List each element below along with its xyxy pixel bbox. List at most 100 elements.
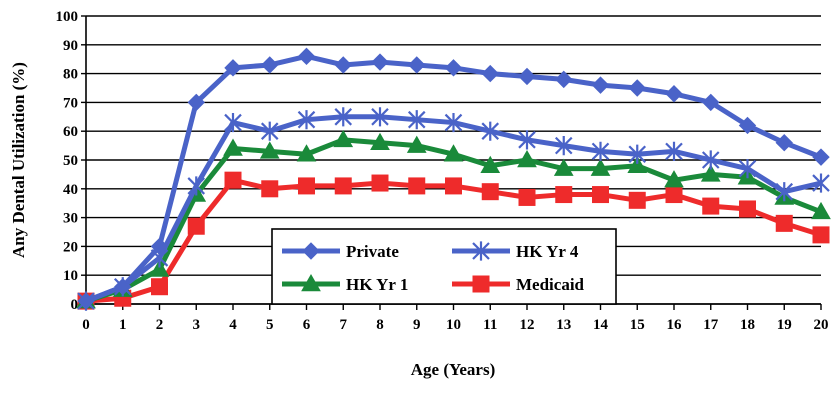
x-tick-label-4: 4 [229, 317, 237, 333]
legend-item-hk-yr-1: HK Yr 1 [282, 273, 408, 294]
point-private-3 [187, 93, 205, 112]
x-tick-label-15: 15 [630, 317, 645, 333]
y-tick-label-10: 10 [63, 268, 78, 284]
x-tick-label-7: 7 [340, 317, 348, 333]
point-hk-yr-1-14 [590, 158, 611, 176]
point-private-5 [261, 56, 279, 74]
point-private-2 [150, 237, 169, 256]
y-tick-label-60: 60 [63, 124, 78, 140]
x-tick-label-11: 11 [483, 317, 497, 333]
y-tick-label-100: 100 [56, 9, 79, 25]
point-private-0 [77, 292, 95, 310]
y-axis-title: Any Dental Utilization (%) [9, 62, 28, 258]
point-hk-yr-1-7 [333, 129, 354, 148]
x-tick-label-19: 19 [777, 317, 792, 333]
point-medicaid-2 [151, 278, 168, 296]
y-tick-label-80: 80 [63, 67, 78, 83]
point-hk-yr-4-4 [224, 112, 242, 133]
point-hk-yr-4-20 [812, 173, 830, 193]
series-lines [76, 47, 831, 311]
point-private-16 [665, 85, 683, 103]
y-tick-label-40: 40 [63, 182, 78, 198]
legend-item-hk-yr-4: HK Yr 4 [452, 241, 579, 261]
point-private-14 [591, 76, 610, 94]
legend-marker-medicaid [472, 275, 490, 293]
point-hk-yr-1-16 [664, 170, 684, 188]
point-medicaid-5 [261, 180, 279, 198]
x-tick-label-12: 12 [520, 317, 535, 333]
x-tick-label-16: 16 [667, 317, 683, 333]
point-hk-yr-4-18 [738, 159, 757, 179]
point-private-7 [334, 56, 352, 74]
point-hk-yr-1-17 [700, 164, 721, 182]
x-tick-label-13: 13 [556, 317, 571, 333]
series-private [77, 47, 830, 310]
point-hk-yr-4-3 [187, 176, 206, 196]
legend-label-private: Private [346, 242, 399, 261]
x-tick-label-1: 1 [119, 317, 127, 333]
point-medicaid-11 [481, 183, 499, 201]
point-medicaid-7 [334, 177, 352, 195]
point-private-8 [371, 53, 389, 71]
point-medicaid-17 [702, 197, 720, 215]
point-medicaid-9 [408, 177, 426, 195]
x-tick-label-17: 17 [703, 317, 719, 333]
point-medicaid-16 [665, 186, 683, 204]
x-tick-label-20: 20 [814, 317, 829, 333]
x-tick-label-18: 18 [740, 317, 755, 333]
legend-box [271, 228, 617, 305]
point-hk-yr-4-6 [297, 110, 316, 130]
x-axis-ticks: 0 1 2 3 4 5 6 7 8 9 10 11 12 13 14 15 16 17 18 19 20 [82, 304, 829, 333]
point-hk-yr-1-11 [480, 155, 501, 174]
point-hk-yr-1-2 [149, 259, 170, 277]
point-hk-yr-4-5 [260, 121, 279, 141]
point-hk-yr-1-4 [223, 138, 243, 156]
x-tick-label-6: 6 [303, 317, 311, 333]
point-hk-yr-4-8 [371, 107, 389, 127]
point-hk-yr-4-7 [334, 107, 353, 127]
point-private-17 [702, 93, 720, 112]
point-hk-yr-4-19 [775, 182, 794, 202]
point-medicaid-10 [445, 177, 462, 195]
y-tick-label-30: 30 [63, 211, 78, 227]
point-hk-yr-4-9 [407, 110, 426, 130]
point-hk-yr-1-9 [406, 135, 427, 153]
point-private-18 [738, 116, 757, 135]
point-medicaid-20 [812, 226, 830, 244]
y-tick-label-50: 50 [63, 153, 78, 169]
point-private-10 [444, 59, 463, 77]
x-tick-label-10: 10 [446, 317, 461, 333]
x-tick-label-5: 5 [266, 317, 274, 333]
legend-label-medicaid: Medicaid [516, 275, 585, 294]
point-hk-yr-1-12 [517, 149, 537, 168]
point-medicaid-8 [371, 174, 389, 192]
x-axis-title: Age (Years) [411, 360, 496, 379]
x-tick-label-2: 2 [156, 317, 164, 333]
legend-marker-hk-yr-4 [472, 241, 490, 261]
point-medicaid-18 [739, 200, 756, 218]
x-tick-label-0: 0 [82, 317, 90, 333]
point-medicaid-13 [555, 186, 573, 204]
point-hk-yr-1-6 [296, 144, 317, 162]
point-medicaid-15 [628, 191, 646, 209]
point-private-13 [555, 70, 573, 89]
y-axis-ticks: 0 10 20 30 40 50 60 70 80 90 100 [56, 9, 86, 313]
y-tick-label-90: 90 [63, 38, 78, 54]
point-hk-yr-4-10 [444, 112, 463, 133]
point-private-15 [628, 79, 646, 97]
x-tick-label-8: 8 [376, 317, 384, 333]
point-hk-yr-1-13 [553, 158, 574, 176]
legend: Private HK Yr 4 HK Yr 1 Medicaid [271, 228, 617, 305]
point-hk-yr-1-5 [259, 141, 280, 159]
point-hk-yr-4-13 [554, 136, 573, 156]
series-hk-yr-4 [77, 107, 830, 311]
point-private-9 [408, 56, 426, 74]
point-medicaid-4 [224, 171, 242, 189]
point-medicaid-12 [518, 188, 536, 206]
point-medicaid-6 [298, 177, 315, 195]
point-hk-yr-1-8 [370, 132, 390, 150]
legend-item-private: Private [282, 242, 399, 261]
point-hk-yr-4-16 [665, 141, 683, 161]
point-private-4 [224, 59, 242, 77]
point-private-19 [775, 134, 793, 152]
